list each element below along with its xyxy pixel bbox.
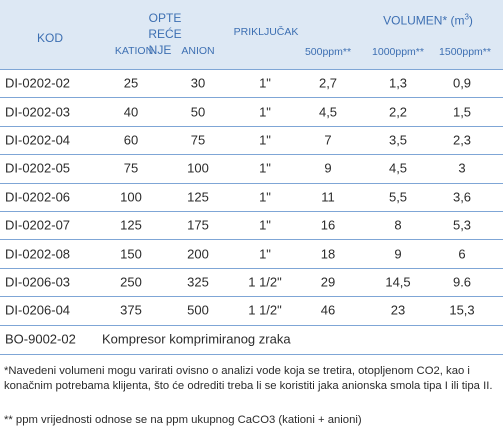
ppm-header: 1000ppm** <box>372 46 424 58</box>
ppm-header: 500ppm** <box>304 46 352 58</box>
product-code: DI-0202-07 <box>5 217 71 233</box>
table-cell: 7 <box>324 132 332 148</box>
product-code: DI-0202-05 <box>5 160 71 176</box>
table-cell: 25 <box>123 75 139 91</box>
table-cell: 2,7 <box>318 75 338 91</box>
table-cell: 1" <box>259 217 271 233</box>
row-rule <box>0 97 503 99</box>
table-cell: 3,6 <box>452 189 472 205</box>
table-cell: 40 <box>123 104 139 120</box>
product-code: DI-0206-03 <box>5 274 71 290</box>
kation-header: KATION <box>114 45 154 57</box>
table-cell: 29 <box>320 274 336 290</box>
table-cell: 16 <box>320 217 336 233</box>
row-rule <box>0 211 503 212</box>
table-cell: 4,5 <box>388 160 408 176</box>
volume-title: VOLUMEN* (m <box>383 13 465 28</box>
table-cell: 9.6 <box>452 274 472 290</box>
load-header: NJE <box>148 43 172 57</box>
volume-header: VOLUMEN* (m3) <box>383 13 473 28</box>
table-cell: 375 <box>120 302 142 318</box>
load-header: OPTE <box>148 11 182 25</box>
table-cell: 125 <box>120 217 142 233</box>
product-code: DI-0202-03 <box>5 104 71 120</box>
table-cell: 1 1/2" <box>248 274 282 290</box>
table-cell: 9 <box>394 246 402 262</box>
row-rule <box>0 125 503 127</box>
product-description: Kompresor komprimiranog zraka <box>102 331 291 347</box>
header-background <box>0 0 503 69</box>
table-cell: 5,3 <box>452 217 472 233</box>
table-cell: 325 <box>187 274 209 290</box>
table-cell: 8 <box>394 217 402 233</box>
volume-exponent: 3 <box>464 12 469 22</box>
table-cell: 1,3 <box>388 75 408 91</box>
table-cell: 2,3 <box>452 132 472 148</box>
row-rule <box>0 154 503 156</box>
anion-header: ANION <box>181 45 215 57</box>
table-cell: 1" <box>259 189 271 205</box>
volume-close: ) <box>468 13 473 28</box>
row-rule <box>0 296 503 298</box>
row-rule <box>0 267 503 269</box>
table-cell: 175 <box>187 217 209 233</box>
table-cell: 250 <box>120 274 142 290</box>
product-code: DI-0206-04 <box>5 302 71 318</box>
table-cell: 4,5 <box>318 104 338 120</box>
table-cell: 11 <box>321 189 335 205</box>
table-cell: 1,5 <box>452 104 472 120</box>
ppm-header: 1500ppm** <box>439 46 491 58</box>
product-code: DI-0202-04 <box>5 132 71 148</box>
table-cell: 50 <box>190 104 206 120</box>
row-rule <box>0 353 503 355</box>
table-cell: 18 <box>320 246 336 262</box>
table-cell: 14,5 <box>385 274 411 290</box>
connection-header: PRIKLJUČAK <box>233 26 299 38</box>
table-cell: 1" <box>259 132 271 148</box>
table-cell: 3,5 <box>388 132 408 148</box>
table-cell: 0,9 <box>452 75 472 91</box>
kod-header: KOD <box>36 31 64 45</box>
table-cell: 1" <box>259 104 271 120</box>
table-cell: 200 <box>187 246 209 262</box>
product-code: DI-0202-08 <box>5 246 71 262</box>
load-header: REĆE <box>148 27 182 41</box>
table-cell: 100 <box>187 160 209 176</box>
table-cell: 1 1/2" <box>248 302 282 318</box>
table-cell: 1" <box>259 75 271 91</box>
table-cell: 30 <box>190 75 206 91</box>
table-cell: 3 <box>458 160 466 176</box>
table-cell: 5,5 <box>388 189 408 205</box>
product-code: DI-0202-02 <box>5 75 71 91</box>
table-cell: 150 <box>120 246 142 262</box>
footnote: ** ppm vrijednosti odnose se na ppm ukup… <box>4 414 362 426</box>
table-cell: 15,3 <box>449 302 475 318</box>
table-cell: 75 <box>123 160 139 176</box>
row-rule <box>0 239 503 241</box>
header-rule <box>0 69 503 70</box>
table-cell: 9 <box>324 160 332 176</box>
table-cell: 1" <box>259 246 271 262</box>
table-cell: 60 <box>123 132 139 148</box>
table-cell: 23 <box>390 302 406 318</box>
row-rule <box>0 182 503 184</box>
table-cell: 6 <box>458 246 466 262</box>
product-code: BO-9002-02 <box>5 331 76 347</box>
table-cell: 75 <box>190 132 206 148</box>
footnote: *Navedeni volumeni mogu varirati ovisno … <box>4 365 493 392</box>
table-cell: 1" <box>259 160 271 176</box>
table-cell: 500 <box>187 302 209 318</box>
row-rule <box>0 324 503 326</box>
table-cell: 100 <box>120 189 142 205</box>
product-code: DI-0202-06 <box>5 189 71 205</box>
table-cell: 125 <box>187 189 209 205</box>
table-cell: 46 <box>320 302 336 318</box>
table-cell: 2,2 <box>388 104 408 120</box>
